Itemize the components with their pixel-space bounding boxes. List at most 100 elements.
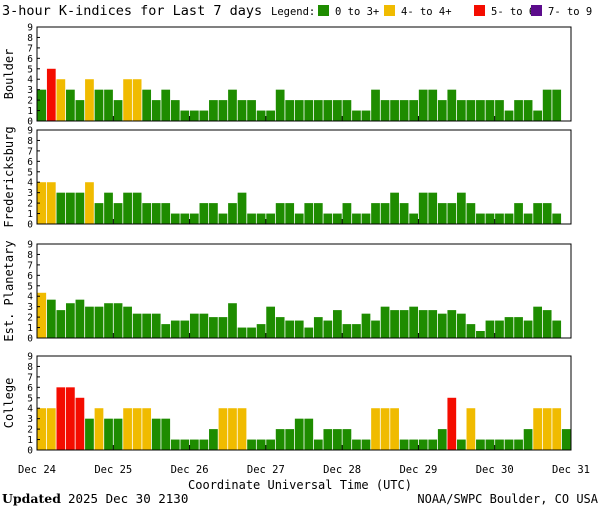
bar [390,100,399,121]
bar [476,331,485,338]
bar [237,327,247,338]
bar [342,324,352,338]
bar [75,100,85,121]
y-tick-label: 2 [27,199,33,210]
bar [209,317,218,338]
bar [189,110,199,121]
bar [342,203,352,224]
y-tick-label: 4 [27,292,33,303]
panel-label-boulder: Boulder [2,49,16,100]
bar [85,418,94,450]
bar [170,320,180,338]
bar [209,203,218,224]
bar [552,213,562,224]
bar [247,100,256,121]
legend-label-5-to-6: 5- to 6+ [491,6,542,18]
bar [123,79,132,121]
bar [294,100,304,121]
bar [209,100,218,121]
bar [485,439,495,450]
bar [285,100,295,121]
bar [456,100,466,121]
bar [218,100,228,121]
bar [485,213,495,224]
bar [104,89,113,121]
source-credit: NOAA/SWPC Boulder, CO USA [417,492,598,506]
bar [85,79,94,121]
bar [237,100,247,121]
bar [199,203,209,224]
bar [199,110,209,121]
bar [437,313,447,338]
x-tick-label: Dec 27 [247,464,285,476]
bar [447,89,457,121]
bar [56,192,66,224]
bar [56,387,66,450]
bar [514,317,523,338]
bar [542,203,552,224]
bar [533,408,542,450]
bar [228,303,237,338]
bar [304,418,314,450]
bar [266,213,275,224]
bar [113,203,123,224]
bar [161,89,171,121]
y-tick-label: 8 [27,33,33,44]
bar [428,89,438,121]
x-tick-label: Dec 28 [323,464,361,476]
bar [180,320,190,338]
panel-frame [36,355,572,451]
chart-title: 3-hour K-indices for Last 7 days [2,3,262,19]
bar [142,203,152,224]
y-tick-label: 1 [27,209,33,220]
y-tick-label: 4 [27,404,33,415]
y-tick-label: 1 [27,435,33,446]
y-tick-label: 6 [27,54,33,65]
bar [94,89,104,121]
bar [466,324,476,338]
bar [313,203,323,224]
bar [399,100,409,121]
y-tick-label: 3 [27,414,33,425]
bar [180,439,190,450]
legend-swatch-4-to-4 [384,5,395,16]
bar [285,320,295,338]
bar [495,213,504,224]
bar [94,408,104,450]
bar [352,439,361,450]
bar [447,397,457,450]
y-tick-label: 3 [27,188,33,199]
bar [437,429,447,450]
bar [399,439,409,450]
bar [170,439,180,450]
bar [294,418,304,450]
bar [418,89,428,121]
bar [199,439,209,450]
bar [542,89,552,121]
y-tick-label: 7 [27,43,33,54]
bar [37,292,47,338]
bar [189,439,199,450]
bar [218,213,228,224]
bar [418,310,428,338]
bar [371,89,380,121]
bar [275,203,285,224]
bar [485,320,495,338]
y-tick-label: 2 [27,313,33,324]
x-tick-label: Dec 26 [171,464,209,476]
y-tick-label: 0 [27,117,33,128]
bar [266,439,275,450]
bar [333,310,342,338]
bar [447,203,457,224]
legend-label: Legend: [271,6,315,18]
x-tick-label: Dec 25 [94,464,132,476]
bar [399,310,409,338]
y-tick-label: 3 [27,302,33,313]
bar [361,439,371,450]
bar [361,313,371,338]
bar [189,213,199,224]
bar [380,408,390,450]
bar [46,408,56,450]
bar [333,213,342,224]
